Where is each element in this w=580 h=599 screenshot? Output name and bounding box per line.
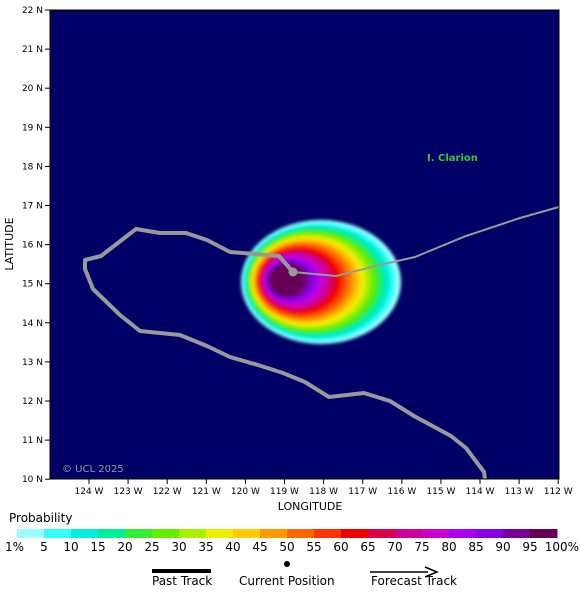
color-bar-segment [71,529,99,538]
longitude-tick-label: 119 W [270,487,299,497]
latitude-tick-label: 14 N [22,319,43,329]
forecast-track-key-label: Forecast Track [371,574,457,588]
probability-label: 35 [198,540,213,554]
color-bar-segment [152,529,180,538]
legend-title: Probability [9,511,73,525]
probability-label: 80 [441,540,456,554]
longitude-tick-label: 120 W [231,487,260,497]
color-bar-segment [206,529,234,538]
latitude-tick-label: 18 N [22,162,43,172]
probability-label: 1% [5,540,24,554]
color-bar-segment [449,529,477,538]
probability-label: 5 [40,540,48,554]
latitude-tick-label: 13 N [22,358,43,368]
latitude-tick-label: 22 N [22,6,43,16]
color-bar-segment [530,529,558,538]
color-bar-segment [44,529,72,538]
current-position-key-dot [284,561,290,567]
latitude-tick-label: 20 N [22,84,43,94]
past-track-key-label: Past Track [152,574,213,588]
color-bar-segment [368,529,396,538]
probability-label: 30 [171,540,186,554]
latitude-axis-title: LATITUDE [3,217,16,270]
probability-label: 100% [545,540,579,554]
probability-field [241,220,401,344]
probability-label: 65 [360,540,375,554]
longitude-tick-label: 122 W [153,487,182,497]
color-bar-segment [17,529,45,538]
probability-labels: 1% 5 10 15 20 25 30 35 40 45 50 55 60 65 70 75 80 85 90 95 1… [5,540,579,554]
color-bar-segment [314,529,342,538]
latitude-tick-label: 15 N [22,280,43,290]
probability-label: 70 [387,540,402,554]
longitude-tick-label: 115 W [426,487,455,497]
longitude-tick-label: 112 W [544,487,573,497]
latitude-tick-label: 19 N [22,123,43,133]
longitude-tick-label: 121 W [192,487,221,497]
probability-label: 45 [252,540,267,554]
current-position-marker [288,267,298,277]
color-bar-segment [260,529,288,538]
copyright-label: © UCL 2025 [62,464,124,475]
color-bar-segment [125,529,153,538]
forecast-track-line [292,206,559,278]
current-position-key-label: Current Position [239,574,335,588]
probability-label: 75 [414,540,429,554]
latitude-tick-label: 10 N [22,475,43,485]
color-bar-segment [233,529,261,538]
probability-label: 55 [306,540,321,554]
color-bar-segment [287,529,315,538]
longitude-axis-title: LONGITUDE [278,500,343,513]
color-bar-segment [395,529,423,538]
forecast-arrow-icon [424,566,439,578]
longitude-tick-label: 114 W [466,487,495,497]
probability-label: 20 [117,540,132,554]
probability-label: 15 [90,540,105,554]
latitude-tick-label: 21 N [22,45,43,55]
longitude-tick-label: 117 W [348,487,377,497]
longitude-ticks: 124 W 123 W 122 W 121 W 120 W 119 W 118 W 117 W… [75,479,573,497]
probability-label: 25 [144,540,159,554]
color-bar-segment [503,529,531,538]
probability-label: 85 [468,540,483,554]
longitude-tick-label: 123 W [114,487,143,497]
color-bar-segment [341,529,369,538]
longitude-tick-label: 118 W [309,487,338,497]
probability-label: 95 [522,540,537,554]
color-bar-segment [98,529,126,538]
probability-label: 90 [495,540,510,554]
color-bar-segment [476,529,504,538]
latitude-tick-label: 12 N [22,397,43,407]
probability-label: 40 [225,540,240,554]
color-bar-segment [422,529,450,538]
longitude-tick-label: 116 W [387,487,416,497]
latitude-tick-label: 16 N [22,241,43,251]
past-track-line [83,227,487,479]
latitude-ticks: 22 N 21 N 20 N 19 N 18 N 17 N 16 N 15 N 14 N 13 N… [22,6,50,485]
probability-label: 50 [279,540,294,554]
longitude-tick-label: 124 W [75,487,104,497]
island-label: I. Clarion [427,153,478,164]
latitude-tick-label: 11 N [22,436,43,446]
probability-color-bar [17,529,558,538]
latitude-tick-label: 17 N [22,202,43,212]
color-bar-segment [179,529,207,538]
probability-label: 60 [333,540,348,554]
probability-contour [269,264,305,296]
longitude-tick-label: 113 W [505,487,534,497]
probability-label: 10 [63,540,78,554]
